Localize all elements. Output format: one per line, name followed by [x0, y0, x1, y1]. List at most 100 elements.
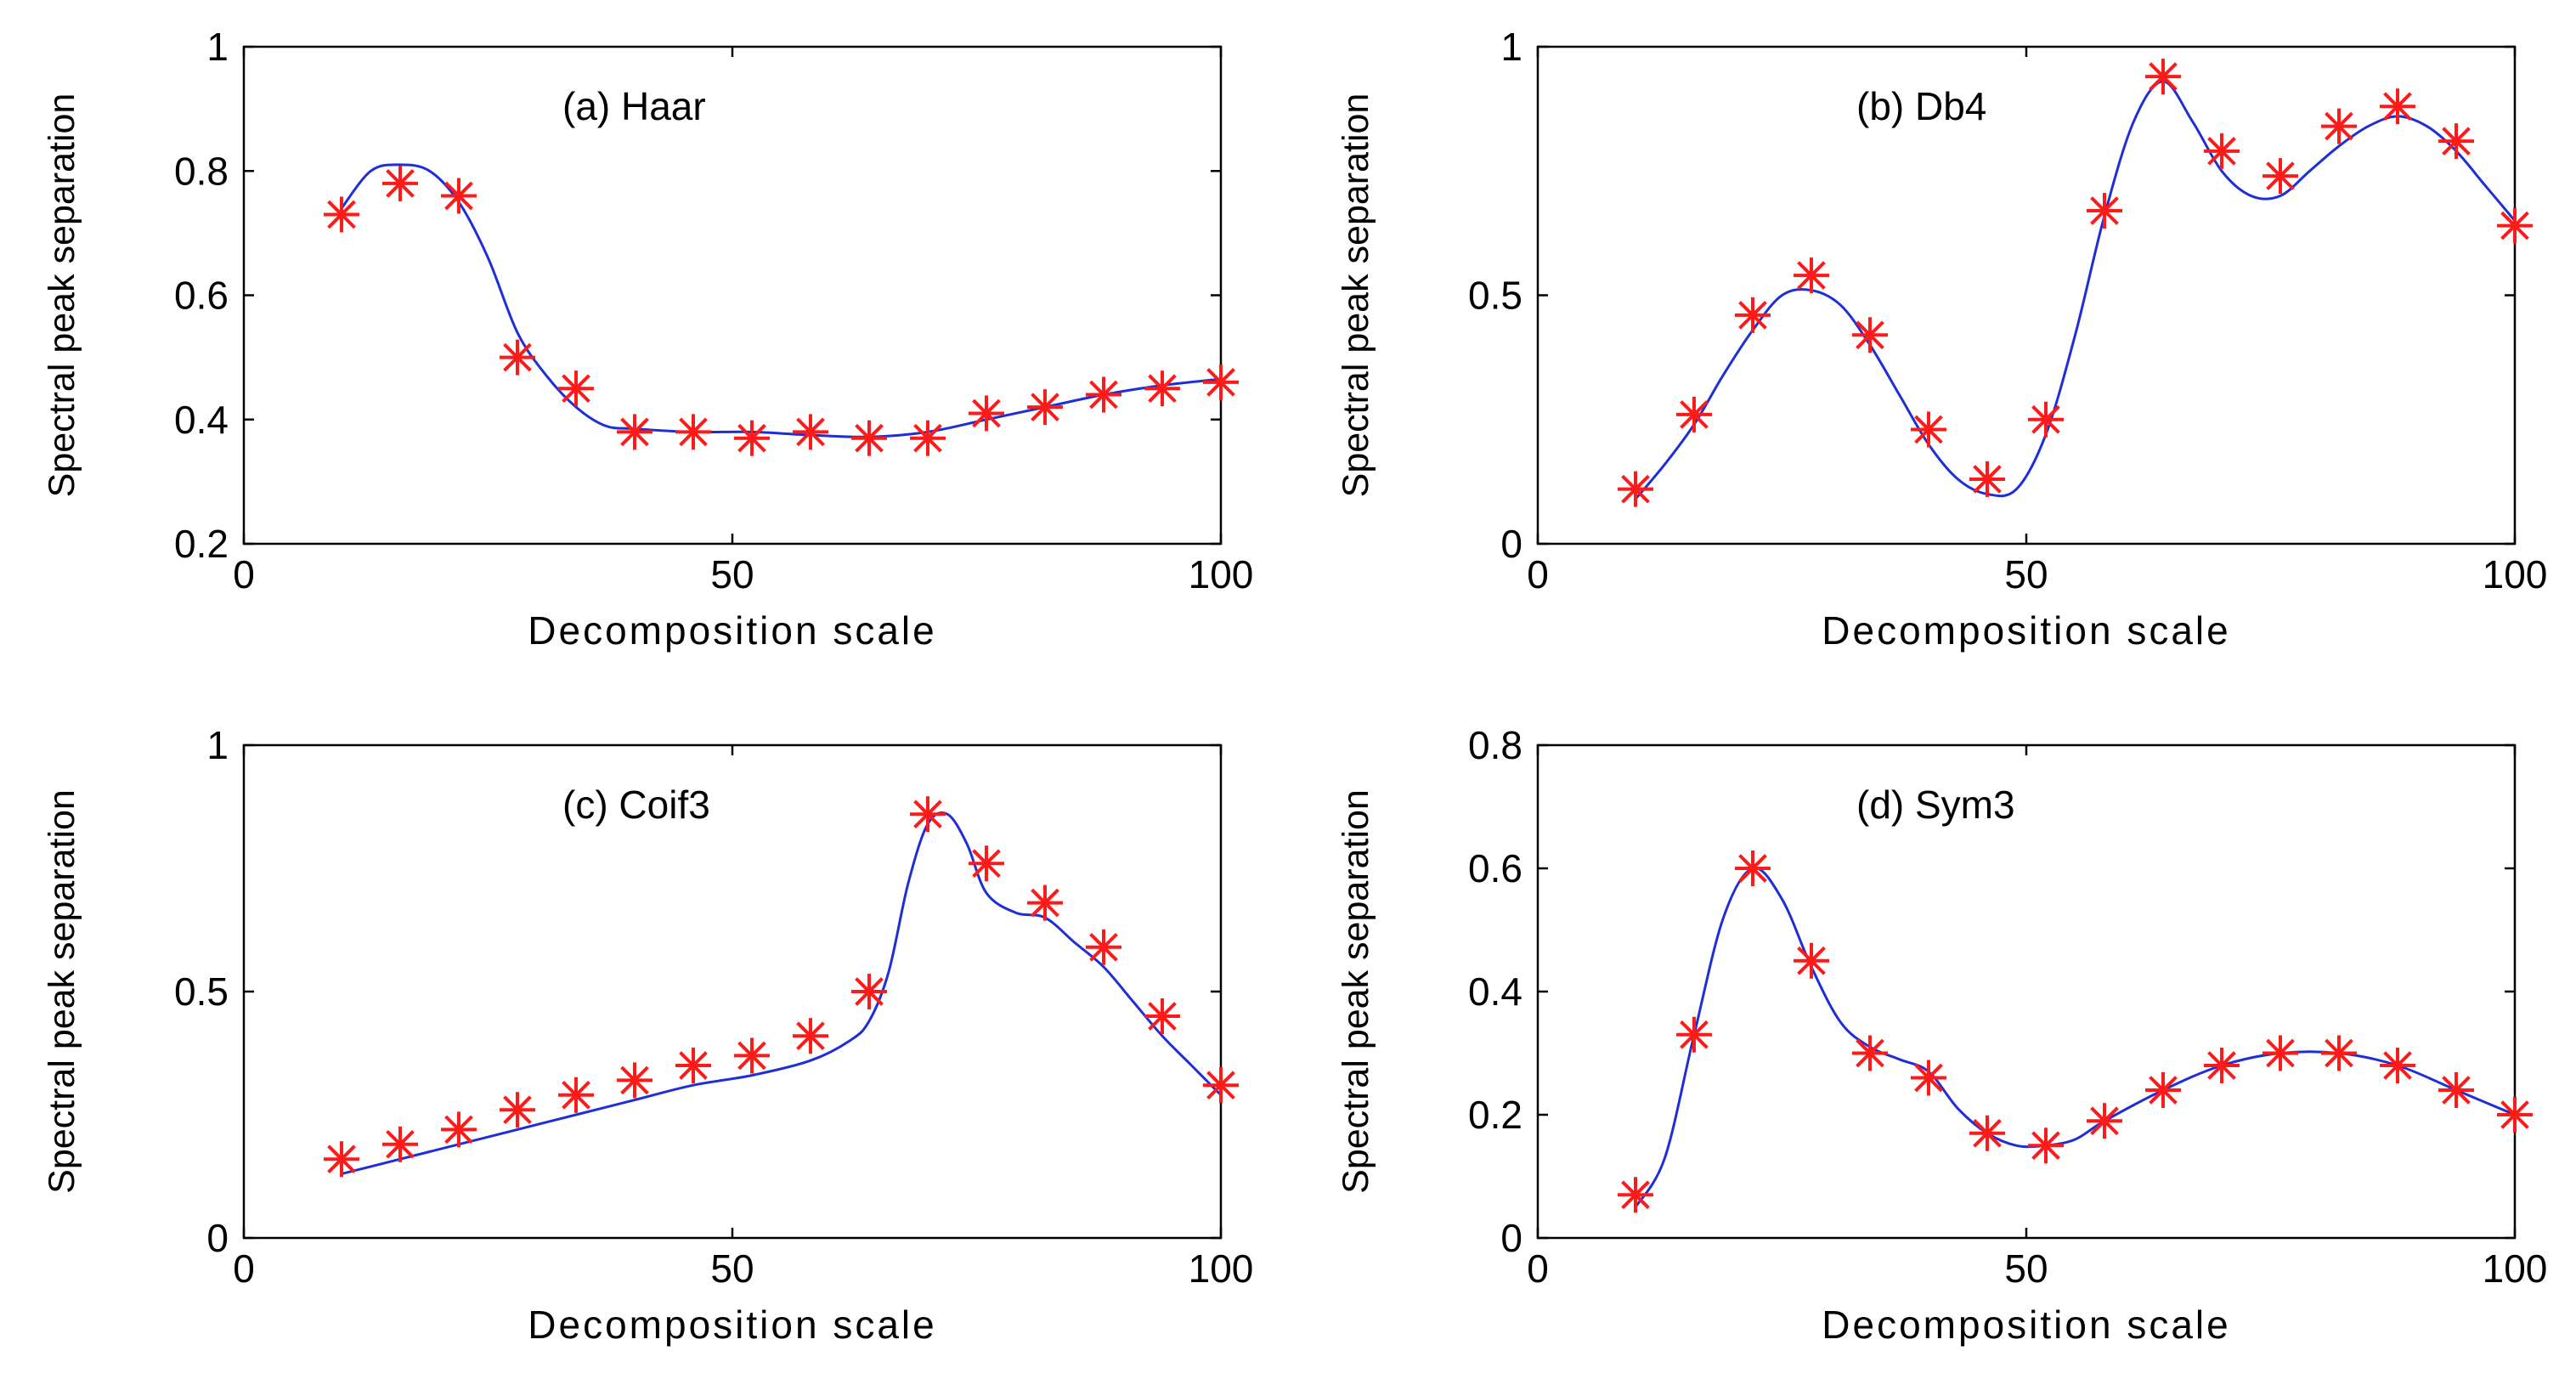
chart-panel-d: 0 50 100 0 0.2 0.4 0.6 0.8 Decomposition scale Sp… [1336, 723, 2547, 1347]
data-point [851, 974, 887, 1009]
data-point [2438, 1072, 2474, 1108]
x-tick-label: 50 [2004, 1246, 2048, 1291]
data-point [382, 165, 418, 201]
data-point [1735, 297, 1771, 333]
x-tick-label: 100 [2483, 552, 2548, 596]
data-point [1969, 461, 2005, 497]
data-point [1852, 317, 1888, 353]
data-point [324, 1141, 359, 1178]
data-point [441, 1111, 477, 1148]
data-point [2087, 193, 2122, 229]
data-point [2380, 1048, 2415, 1083]
data-point [1618, 471, 1653, 507]
data-point [2380, 88, 2415, 125]
data-point [1027, 389, 1063, 426]
y-tick-label: 0.2 [1468, 1093, 1522, 1137]
y-tick-label: 0.4 [1468, 969, 1522, 1014]
data-point [1969, 1115, 2005, 1151]
y-axis-label: Spectral peak separation [1336, 789, 1376, 1194]
data-point [969, 395, 1004, 432]
x-tick-label: 50 [710, 552, 754, 596]
data-point [382, 1126, 418, 1162]
y-tick-label: 0.5 [174, 969, 229, 1014]
data-point [2028, 401, 2064, 438]
y-tick-label: 0.4 [174, 398, 229, 442]
data-point [2497, 207, 2533, 244]
data-point [1027, 884, 1063, 921]
data-point [617, 1062, 652, 1099]
axes-box [242, 45, 1223, 545]
y-tick-label: 0.2 [174, 522, 229, 566]
axes-box [1536, 743, 2517, 1240]
x-axis-label: Decomposition scale [528, 1303, 936, 1347]
data-point [734, 1037, 770, 1074]
y-axis-label: Spectral peak separation [1336, 93, 1376, 498]
y-tick-label: 0 [1500, 522, 1522, 566]
data-point [793, 1018, 828, 1054]
data-point [910, 420, 946, 456]
data-point [2087, 1103, 2122, 1139]
y-axis-label: Spectral peak separation [42, 789, 82, 1194]
x-tick-label: 0 [1527, 1246, 1549, 1291]
panel-title: (d) Sym3 [1856, 783, 2015, 827]
data-point [558, 370, 594, 407]
data-point [793, 414, 828, 450]
data-point [2145, 59, 2181, 95]
chart-panel-b: 0 50 100 0 0.5 1 Decomposition scale Spectral p… [1336, 25, 2547, 653]
x-axis-label: Decomposition scale [528, 608, 936, 653]
data-point [1911, 411, 1946, 448]
data-point [1794, 942, 1829, 979]
x-axis-label: Decomposition scale [1822, 608, 2230, 653]
data-point [1676, 396, 1712, 432]
data-point [1735, 851, 1771, 886]
data-point [441, 178, 477, 214]
x-tick-label: 50 [2004, 552, 2048, 596]
data-point [1203, 1067, 1239, 1104]
x-axis-label: Decomposition scale [1822, 1303, 2230, 1347]
data-point [2321, 108, 2357, 144]
x-tick-label: 100 [1189, 1246, 1254, 1291]
y-tick-label: 0.8 [174, 149, 229, 193]
data-point [1144, 370, 1180, 407]
data-point [324, 196, 359, 233]
y-tick-label: 0 [1500, 1216, 1522, 1260]
panel-title: (c) Coif3 [562, 783, 710, 827]
data-point [2497, 1097, 2533, 1133]
y-tick-label: 0.6 [174, 274, 229, 318]
data-point [2438, 123, 2474, 160]
x-tick-label: 100 [1189, 552, 1254, 596]
data-point [1794, 257, 1829, 294]
fit-curve [1634, 867, 2516, 1208]
data-point [1203, 364, 1239, 400]
data-point [910, 796, 946, 833]
data-point [1852, 1035, 1888, 1071]
panel-title: (b) Db4 [1856, 84, 1986, 128]
chart-panel-c: 0 50 100 0 0.5 1 Decomposition scale Spectral p… [42, 723, 1253, 1347]
fit-curve [341, 811, 1223, 1176]
data-point [1086, 929, 1121, 965]
data-point [617, 414, 652, 450]
data-point [734, 420, 770, 456]
chart-panel-a: 0 50 100 0.2 0.4 0.6 0.8 1 Decomposition scale Sp… [42, 25, 1253, 653]
data-point [500, 1092, 535, 1128]
y-tick-label: 0.5 [1468, 274, 1522, 318]
y-axis-label: Spectral peak separation [42, 93, 82, 498]
data-point [1676, 1016, 1712, 1053]
axes-box [242, 743, 1223, 1240]
data-point [558, 1077, 594, 1113]
data-point [675, 1048, 711, 1083]
y-tick-label: 1 [206, 25, 229, 69]
data-point [1086, 376, 1121, 413]
fit-curve [340, 163, 1222, 438]
data-point [2262, 1035, 2298, 1071]
data-point [675, 414, 711, 450]
x-tick-label: 50 [710, 1246, 754, 1291]
data-point [969, 845, 1004, 882]
data-point [2204, 1048, 2240, 1083]
x-tick-label: 0 [233, 1246, 255, 1291]
data-point [2321, 1035, 2357, 1071]
data-point [851, 420, 887, 456]
x-tick-label: 0 [1527, 552, 1549, 596]
y-tick-label: 1 [1500, 25, 1522, 69]
